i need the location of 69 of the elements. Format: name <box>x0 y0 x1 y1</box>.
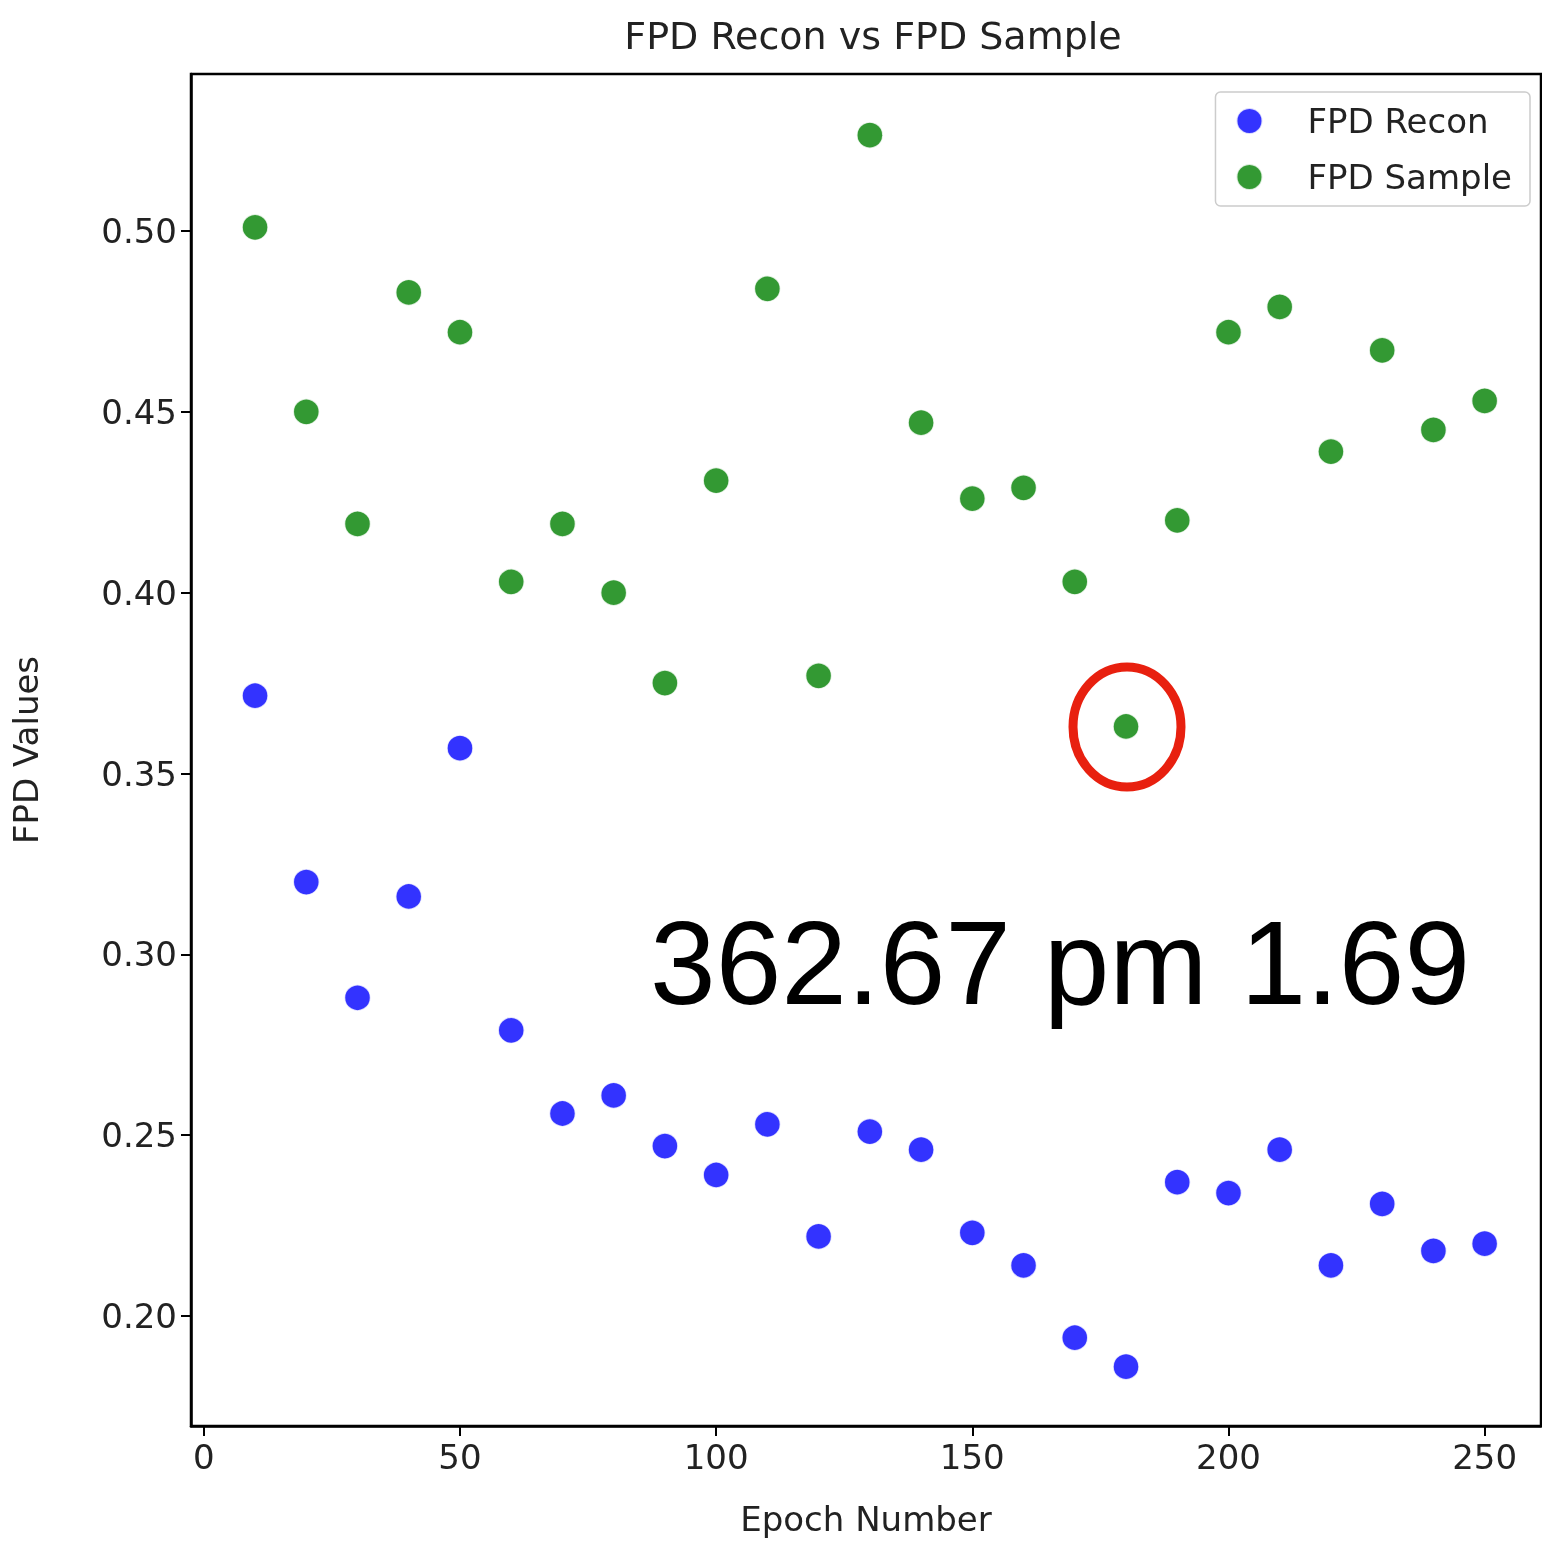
point <box>907 1135 935 1164</box>
point <box>907 408 935 437</box>
legend-label: FPD Recon <box>1307 101 1489 141</box>
point <box>395 882 423 911</box>
chart-title: FPD Recon vs FPD Sample <box>624 14 1122 58</box>
point <box>548 1099 577 1128</box>
y-tick-label: 0.45 <box>101 391 177 432</box>
point <box>446 318 474 346</box>
point <box>1368 336 1396 365</box>
point <box>292 398 321 426</box>
x-tick-label: 200 <box>1196 1437 1261 1477</box>
point <box>292 868 321 896</box>
point <box>497 1016 525 1045</box>
point <box>958 1219 987 1247</box>
point <box>702 1161 730 1189</box>
point <box>1112 1352 1140 1381</box>
y-tick-label: 0.25 <box>101 1115 177 1156</box>
point <box>1214 318 1243 346</box>
point <box>651 669 679 697</box>
point <box>753 1110 782 1139</box>
point <box>753 275 782 303</box>
point <box>856 121 884 149</box>
y-tick-label: 0.50 <box>101 210 177 251</box>
point <box>1112 712 1140 741</box>
y-tick-label: 0.40 <box>101 572 177 613</box>
y-axis-title: FPD Values <box>6 655 46 845</box>
y-tick-label: 0.35 <box>101 753 177 794</box>
point <box>958 484 987 513</box>
point <box>1317 437 1345 466</box>
annotation: 362.67 pm 1.69 <box>650 896 1471 1031</box>
point <box>1419 1237 1448 1265</box>
point <box>1265 293 1294 321</box>
point <box>343 510 372 538</box>
point <box>1470 387 1499 415</box>
point <box>548 510 577 538</box>
point <box>1061 1324 1089 1352</box>
x-tick-label: 150 <box>939 1437 1005 1477</box>
point <box>1265 1135 1294 1164</box>
point <box>702 466 730 495</box>
point <box>651 1132 679 1160</box>
legend-label: FPD Sample <box>1307 157 1512 197</box>
point <box>1419 416 1448 444</box>
point <box>241 213 269 242</box>
x-tick-label: 250 <box>1452 1437 1518 1477</box>
point <box>497 568 525 596</box>
y-tick-label: 0.30 <box>101 934 177 975</box>
point <box>1009 1251 1038 1280</box>
point <box>599 578 628 607</box>
point <box>1009 474 1038 502</box>
x-tick-label: 100 <box>683 1437 749 1477</box>
x-tick-label: 50 <box>438 1437 482 1477</box>
point <box>446 734 474 762</box>
point <box>856 1117 884 1146</box>
point <box>1214 1179 1243 1207</box>
point <box>1317 1251 1345 1280</box>
point <box>599 1081 628 1110</box>
x-tick-label: 0 <box>192 1437 215 1477</box>
point <box>1470 1229 1499 1258</box>
point <box>804 1222 833 1251</box>
point <box>1061 568 1089 596</box>
point <box>1163 506 1191 535</box>
point <box>1368 1190 1396 1218</box>
point <box>1163 1168 1191 1196</box>
point <box>395 278 423 307</box>
point <box>343 984 372 1012</box>
point <box>804 662 833 690</box>
y-tick-label: 0.20 <box>101 1296 177 1337</box>
x-axis-title: Epoch Number <box>740 1499 992 1539</box>
point <box>241 682 269 710</box>
